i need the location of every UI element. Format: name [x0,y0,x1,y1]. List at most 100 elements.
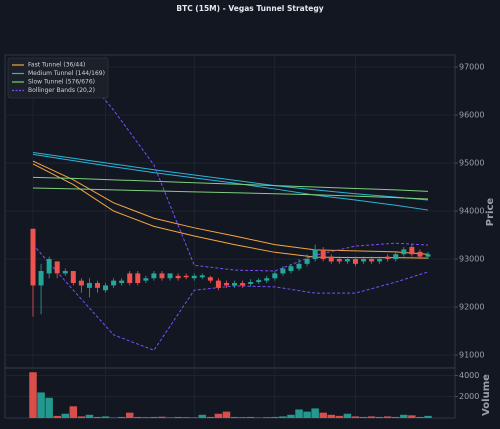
volume-bar [359,416,368,418]
volume-bar [174,416,182,418]
candle-body [207,277,213,281]
volume-bar [214,413,223,418]
volume-bar [166,417,174,418]
candle-body [151,273,157,279]
legend-label: Bollinger Bands (20,2) [28,87,95,94]
volume-bar [287,414,295,418]
volume-bar [238,417,247,418]
candle-body [288,266,294,272]
volume-bar [230,416,239,418]
candle-body [167,273,173,279]
candle-body [425,254,431,257]
candle-body [385,256,391,260]
candle-body [199,275,205,278]
volume-bar [198,414,207,418]
candle-body [223,283,229,286]
candle-body [264,278,270,281]
volume-bar [319,412,327,418]
volume-tick-label: 4000 [459,371,479,380]
volume-bar [109,417,118,418]
candle-body [336,259,342,262]
volume-bar [400,414,408,418]
candle-body [312,249,318,260]
candle-body [240,283,246,286]
candle-body [127,273,133,284]
y-tick-label: 96000 [459,111,484,120]
volume-bar [424,415,432,418]
volume-bar [327,414,336,418]
overlay-line [32,176,429,192]
volume-bar [134,416,142,418]
volume-bar [85,414,94,418]
volume-bar [392,416,400,418]
candle-body [183,275,189,278]
chart-title: BTC (15M) - Vegas Tunnel Strategy [176,4,323,13]
legend-label: Fast Tunnel (36/44) [28,62,85,69]
overlay-line [72,61,429,272]
volume-bar [271,416,279,418]
y-tick-label: 93000 [459,255,484,264]
candle-body [304,259,310,264]
volume-bar [335,415,344,418]
overlay-line [32,151,429,201]
overlay-line [32,153,429,211]
volume-bar [311,408,319,418]
candle-body [78,280,84,286]
candle-body [417,251,423,257]
volume-tick-label: 2000 [459,392,479,401]
candle-body [143,278,149,281]
volume-bar [343,413,352,418]
volume-bar [45,397,53,418]
candle-body [320,249,326,260]
candle-body [70,271,76,284]
y-tick-label: 94000 [459,207,484,216]
volume-bar [101,416,110,418]
candle-body [54,261,60,274]
volume-bar [383,416,392,418]
candle-body [38,271,44,286]
candle-body [215,280,221,288]
candle-body [328,256,334,262]
legend-label: Slow Tunnel (576/676) [28,79,95,86]
candle-body [94,283,100,288]
volume-bar [117,416,126,418]
volume-bar [351,416,360,418]
volume-bar [246,416,255,418]
volume-bar [125,412,134,418]
volume-bar [142,417,150,418]
volume-bar [29,372,37,418]
candle-body [135,273,141,284]
candle-body [30,228,36,286]
volume-bar [303,411,311,418]
volume-bar [158,416,166,418]
volume-bar [254,417,263,418]
candle-body [280,268,286,274]
volume-bar [53,415,61,418]
candle-body [191,275,197,279]
volume-bar [182,417,190,418]
volume-bar [37,392,45,418]
candle-body [46,259,52,274]
volume-bar [222,411,231,418]
volume-bar [150,416,158,418]
candle-body [393,254,399,260]
volume-bar [93,416,102,418]
candle-body [232,283,238,286]
overlay-line [32,187,429,200]
volume-bar [61,413,69,418]
y-axis-label: Price [485,198,496,227]
volume-bar [263,417,271,418]
candle-body [62,271,68,274]
legend-box [7,57,109,99]
candle-body [344,259,350,262]
volume-bar [367,416,376,418]
candle-body [248,282,254,284]
candle-body [103,285,109,291]
candle-body [401,249,407,255]
candle-body [256,280,262,283]
volume-axis-label: Volume [481,374,492,416]
candle-body [369,259,375,262]
volume-bar [416,416,424,418]
volume-bar [77,416,86,418]
